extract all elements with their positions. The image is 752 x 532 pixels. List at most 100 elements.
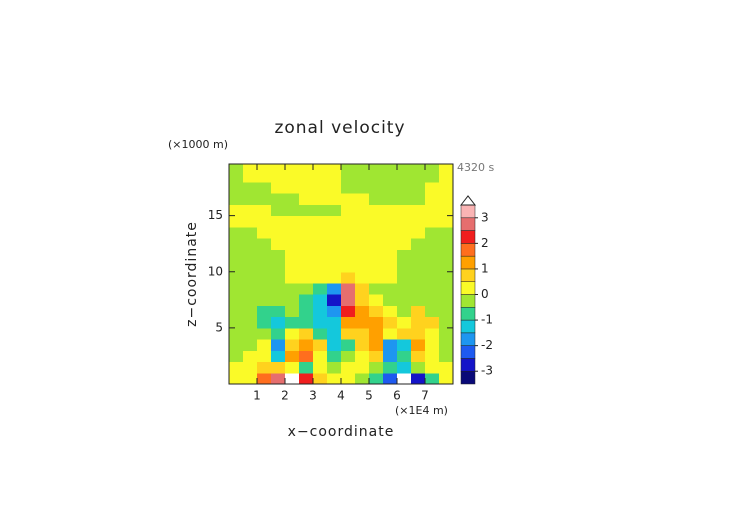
field-cell xyxy=(355,181,370,194)
field-cell xyxy=(257,350,272,363)
field-cell xyxy=(285,238,300,250)
field-cell xyxy=(243,249,258,262)
field-cell xyxy=(439,361,454,374)
field-cell xyxy=(243,193,258,205)
field-cell xyxy=(271,204,286,217)
field-cell xyxy=(397,181,412,194)
field-cell xyxy=(341,226,356,239)
field-cell xyxy=(229,271,244,284)
field-cell xyxy=(355,249,370,262)
field-cell xyxy=(229,249,244,262)
field-cell xyxy=(257,170,272,183)
field-cell xyxy=(285,164,300,172)
field-cell xyxy=(425,282,440,295)
field-cell xyxy=(229,193,244,205)
field-cell xyxy=(341,361,356,374)
field-cell xyxy=(341,249,356,262)
field-cell xyxy=(327,170,342,183)
field-cell xyxy=(257,271,272,284)
field-cell xyxy=(355,350,370,363)
field-cell xyxy=(425,361,440,374)
field-cell xyxy=(383,215,398,228)
field-cell xyxy=(271,372,286,385)
field-cell xyxy=(271,260,286,273)
field-cell xyxy=(411,327,426,340)
colorbar-tick-label: -1 xyxy=(481,313,493,327)
field-cell xyxy=(299,260,314,273)
field-cell xyxy=(369,181,384,194)
field-cell xyxy=(257,305,272,318)
field-cell xyxy=(383,226,398,239)
field-cell xyxy=(355,238,370,250)
field-cell xyxy=(425,226,440,239)
field-cell xyxy=(341,350,356,363)
field-cell xyxy=(341,215,356,228)
x-tick-label: 7 xyxy=(421,389,429,403)
field-cell xyxy=(327,271,342,284)
field-cell xyxy=(285,305,300,318)
field-cell xyxy=(299,305,314,318)
field-cell xyxy=(341,238,356,250)
field-cell xyxy=(341,204,356,217)
field-cell xyxy=(285,282,300,295)
field-cell xyxy=(425,249,440,262)
field-cell xyxy=(257,294,272,306)
field-cell xyxy=(369,327,384,340)
field-cell xyxy=(411,238,426,250)
field-cell xyxy=(313,282,328,295)
field-cell xyxy=(425,215,440,228)
field-cell xyxy=(327,294,342,306)
field-cell xyxy=(257,249,272,262)
field-cell xyxy=(229,294,244,306)
field-cell xyxy=(271,305,286,318)
field-cell xyxy=(411,316,426,329)
colorbar-tick-label: -3 xyxy=(481,364,493,378)
field-cell xyxy=(341,260,356,273)
field-cell xyxy=(411,361,426,374)
field-cell xyxy=(383,327,398,340)
y-unit: (×1000 m) xyxy=(168,138,228,151)
field-cell xyxy=(313,193,328,205)
field-cell xyxy=(369,238,384,250)
field-cell xyxy=(383,305,398,318)
x-tick-label: 4 xyxy=(337,389,345,403)
field-cell xyxy=(383,282,398,295)
field-cell xyxy=(271,238,286,250)
field-cell xyxy=(285,294,300,306)
field-cell xyxy=(299,361,314,374)
field-cell xyxy=(285,226,300,239)
field-cell xyxy=(439,305,454,318)
field-cell xyxy=(243,181,258,194)
field-cell xyxy=(299,181,314,194)
field-cell xyxy=(355,372,370,385)
field-cell xyxy=(271,170,286,183)
field-cell xyxy=(327,327,342,340)
field-cell xyxy=(397,271,412,284)
field-cell xyxy=(285,350,300,363)
field-cell xyxy=(229,170,244,183)
field-cell xyxy=(341,181,356,194)
field-cell xyxy=(411,260,426,273)
field-cell xyxy=(257,238,272,250)
field-cell xyxy=(439,282,454,295)
field-cell xyxy=(383,294,398,306)
field-cell xyxy=(327,193,342,205)
field-cell xyxy=(425,327,440,340)
field-cell xyxy=(313,238,328,250)
x-unit: (×1E4 m) xyxy=(395,404,448,417)
field-cell xyxy=(397,372,412,385)
field-cell xyxy=(285,316,300,329)
field-cell xyxy=(327,260,342,273)
colorbar-band xyxy=(460,294,476,308)
field-cell xyxy=(243,164,258,172)
field-cell xyxy=(243,226,258,239)
field-cell xyxy=(439,294,454,306)
field-cell xyxy=(243,361,258,374)
field-cell xyxy=(313,327,328,340)
colorbar-band xyxy=(460,281,476,295)
field-cell xyxy=(341,164,356,172)
x-tick-label: 6 xyxy=(393,389,401,403)
field-cell xyxy=(299,327,314,340)
field-cell xyxy=(439,339,454,351)
field-cell xyxy=(243,316,258,329)
